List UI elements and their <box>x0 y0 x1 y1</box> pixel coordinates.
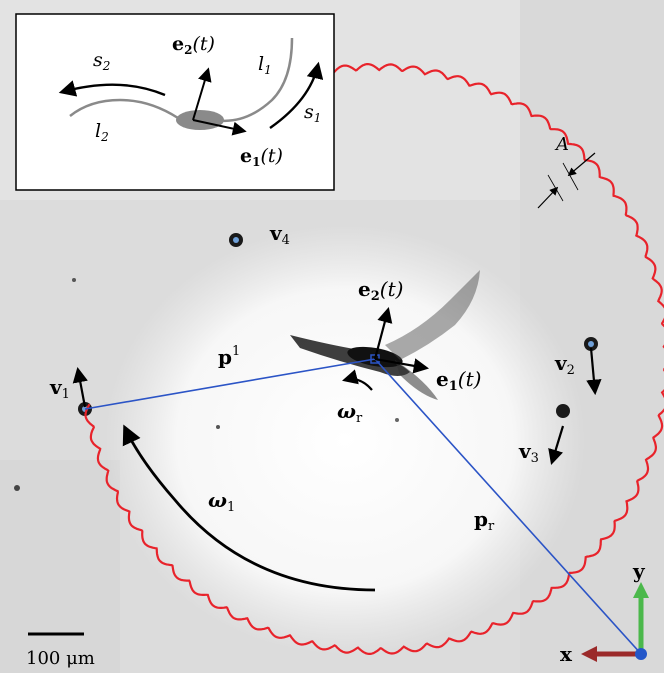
e1-arrow <box>374 357 430 374</box>
inset-s2-label: s2 <box>93 49 110 73</box>
origin-dot <box>635 648 647 660</box>
p1-line <box>84 358 376 410</box>
omega-1-arrow <box>122 424 376 592</box>
inset-frame <box>15 13 335 191</box>
p1-label: p1 <box>218 344 240 369</box>
scale-bar-label: 100 μm <box>26 648 95 669</box>
inset-e2-arrow <box>192 67 212 121</box>
pr-line <box>374 358 643 656</box>
y-axis-label: y <box>632 559 646 583</box>
particle-v3 <box>556 404 570 418</box>
e2-label: e2(t) <box>358 277 403 304</box>
amplitude-label: A <box>554 134 569 155</box>
x-axis-label: x <box>560 642 573 666</box>
inset-flagellum-l2 <box>69 98 179 120</box>
omega-r-arrow <box>342 369 373 391</box>
v3-label: v3 <box>518 439 539 466</box>
v1-arrow <box>72 366 88 408</box>
inset-flagellum-l1 <box>214 37 294 122</box>
inset-s1-label: s1 <box>304 101 321 125</box>
v4-label: v4 <box>269 221 290 248</box>
inset-l2-label: l2 <box>95 120 109 144</box>
inset-l1-label: l1 <box>258 53 272 77</box>
amplitude-tick-1 <box>547 174 564 202</box>
bright-field-region <box>105 225 585 655</box>
inset-s1-arrow <box>269 61 324 129</box>
pr-label: pr <box>474 507 495 534</box>
inset-diagram: e2(t) e1(t) s2 s1 l1 l2 <box>15 13 335 191</box>
e2-arrow <box>373 307 393 360</box>
e1-label: e1(t) <box>436 367 481 394</box>
omega-1-label: ω1 <box>208 488 235 515</box>
amplitude-tick-2 <box>562 162 579 191</box>
inset-cell-body <box>176 110 224 130</box>
inset-s2-arrow <box>58 80 166 97</box>
coordinate-axes: y x <box>560 559 649 666</box>
labels: A v4 v1 v2 v3 e2(t) e1(t) p1 ωr ω1 pr <box>49 134 575 534</box>
inset-e1-arrow <box>192 119 247 136</box>
amplitude-arrow-top <box>567 152 596 177</box>
amplitude-arrow-bottom <box>537 186 559 209</box>
arrows <box>72 152 602 592</box>
v2-arrow <box>586 347 602 396</box>
v1-label: v1 <box>49 375 70 402</box>
omega-r-label: ωr <box>337 399 363 426</box>
inset-e1-label: e1(t) <box>240 145 283 169</box>
v2-label: v2 <box>554 351 575 378</box>
trajectory-wave <box>84 62 664 655</box>
inset-e2-label: e2(t) <box>172 33 215 57</box>
v3-arrow <box>548 425 565 465</box>
